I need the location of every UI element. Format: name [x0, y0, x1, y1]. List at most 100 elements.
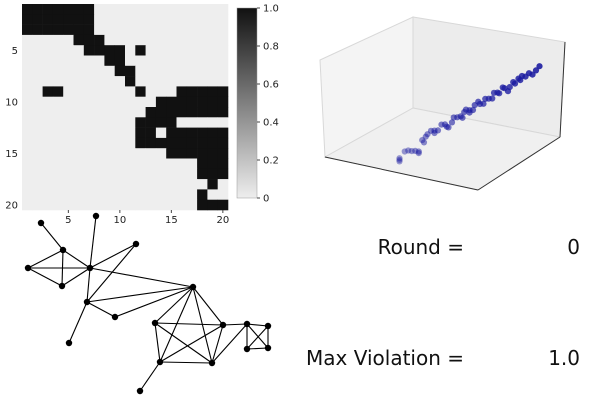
heatmap-cell	[135, 86, 146, 97]
scatter-point	[408, 148, 415, 155]
heatmap-cell	[42, 14, 54, 25]
heatmap-cell	[186, 86, 198, 97]
heatmap-cell	[125, 4, 136, 15]
heatmap-cell	[114, 158, 126, 170]
colorbar-tick-label: 0.6	[263, 80, 279, 91]
heatmap-cell	[197, 4, 208, 15]
heatmap-cell	[135, 189, 146, 200]
heatmap-cell	[207, 34, 218, 46]
heatmap-cell	[186, 96, 198, 108]
heatmap-cell	[104, 76, 115, 87]
heatmap-cell	[52, 189, 64, 200]
heatmap-cell	[73, 45, 85, 56]
scatter-point	[489, 95, 496, 102]
heatmap-cell	[186, 179, 198, 190]
colorbar-tick-label: 0.4	[263, 118, 279, 129]
graph-edge	[211, 323, 248, 364]
heatmap-cell	[94, 127, 105, 139]
heatmap-cell	[94, 55, 105, 67]
heatmap-cell	[125, 107, 136, 118]
heatmap-cell	[42, 179, 54, 190]
heatmap-cell	[42, 76, 54, 87]
heatmap-cell	[83, 127, 95, 139]
heatmap-cell	[186, 117, 198, 128]
heatmap-cell	[83, 76, 95, 87]
scatter-point	[415, 150, 422, 157]
heatmap-cell	[145, 199, 157, 211]
heatmap-cell	[155, 4, 167, 15]
heatmap-cell	[83, 199, 95, 211]
heatmap-cell	[217, 107, 229, 118]
heatmap-cell	[166, 4, 177, 15]
graph-edge	[114, 286, 194, 318]
heatmap-cell	[135, 24, 146, 36]
heatmap-cell	[114, 179, 126, 190]
heatmap-cell	[42, 168, 54, 180]
heatmap-cell	[176, 96, 188, 108]
heatmap-cell	[42, 199, 54, 211]
heatmap-cell	[42, 158, 54, 170]
heatmap-cell	[166, 137, 177, 149]
heatmap-cell	[166, 107, 177, 118]
heatmap-cell	[32, 65, 43, 77]
scatter-point	[529, 71, 536, 78]
heatmap-cell	[83, 45, 95, 56]
graph-edge	[86, 243, 137, 303]
heatmap-cell	[166, 86, 177, 97]
heatmap-cell	[135, 76, 146, 87]
heatmap-cell	[125, 117, 136, 128]
graph-node	[156, 358, 164, 366]
colorbar-tick-label: 0.2	[263, 156, 279, 167]
heatmap-colorbar: 0 0.2 0.4 0.6 0.8 1.0	[236, 4, 279, 205]
heatmap-cell	[73, 107, 85, 118]
heatmap-cell	[52, 168, 64, 180]
graph-node	[208, 359, 216, 367]
heatmap-cell	[52, 76, 64, 87]
scatter-x-axis	[324, 156, 479, 191]
heatmap-cell	[207, 14, 218, 25]
colorbar-tick-label: 0.8	[263, 42, 279, 53]
heatmap-cell	[207, 4, 218, 15]
graph-node	[264, 322, 272, 330]
heatmap-cell	[94, 96, 105, 108]
heatmap-cell	[197, 86, 208, 97]
heatmap-cell	[63, 34, 74, 46]
heatmap-cell	[32, 34, 43, 46]
heatmap-cell	[42, 65, 54, 77]
graph-edge	[211, 324, 224, 364]
heatmap-cell	[32, 137, 43, 149]
heatmap-cell	[217, 76, 229, 87]
scatter-y-axis	[477, 136, 561, 191]
heatmap-cell	[145, 117, 157, 128]
graph-node	[92, 212, 100, 220]
heatmap-cell	[145, 65, 157, 77]
heatmap-cell	[114, 137, 126, 149]
scatter-point	[396, 155, 403, 162]
heatmap-cell	[166, 76, 177, 87]
scatter-point	[506, 84, 513, 91]
graph-node	[65, 339, 73, 347]
heatmap-cell	[114, 168, 126, 180]
heatmap-cell	[207, 117, 218, 128]
heatmap-cell	[207, 168, 218, 180]
heatmap-cell	[52, 14, 64, 25]
heatmap-cell	[176, 107, 188, 118]
heatmap-cell	[63, 65, 74, 77]
graph-edge	[246, 347, 269, 350]
heatmap-cell	[145, 107, 157, 118]
heatmap-cell	[135, 148, 146, 159]
heatmap-cell	[73, 4, 85, 15]
heatmap-cell	[52, 107, 64, 118]
heatmap-cell	[125, 168, 136, 180]
heatmap-cell	[52, 158, 64, 170]
heatmap-cell	[207, 158, 218, 170]
heatmap-cell	[52, 65, 64, 77]
graph-edge	[86, 267, 91, 303]
heatmap-cell	[135, 65, 146, 77]
heatmap-cell	[22, 137, 33, 149]
heatmap-cell	[207, 179, 218, 190]
heatmap-cell	[207, 199, 218, 211]
heatmap-cell	[155, 179, 167, 190]
heatmap-cell	[32, 96, 43, 108]
heatmap-cell	[63, 107, 74, 118]
